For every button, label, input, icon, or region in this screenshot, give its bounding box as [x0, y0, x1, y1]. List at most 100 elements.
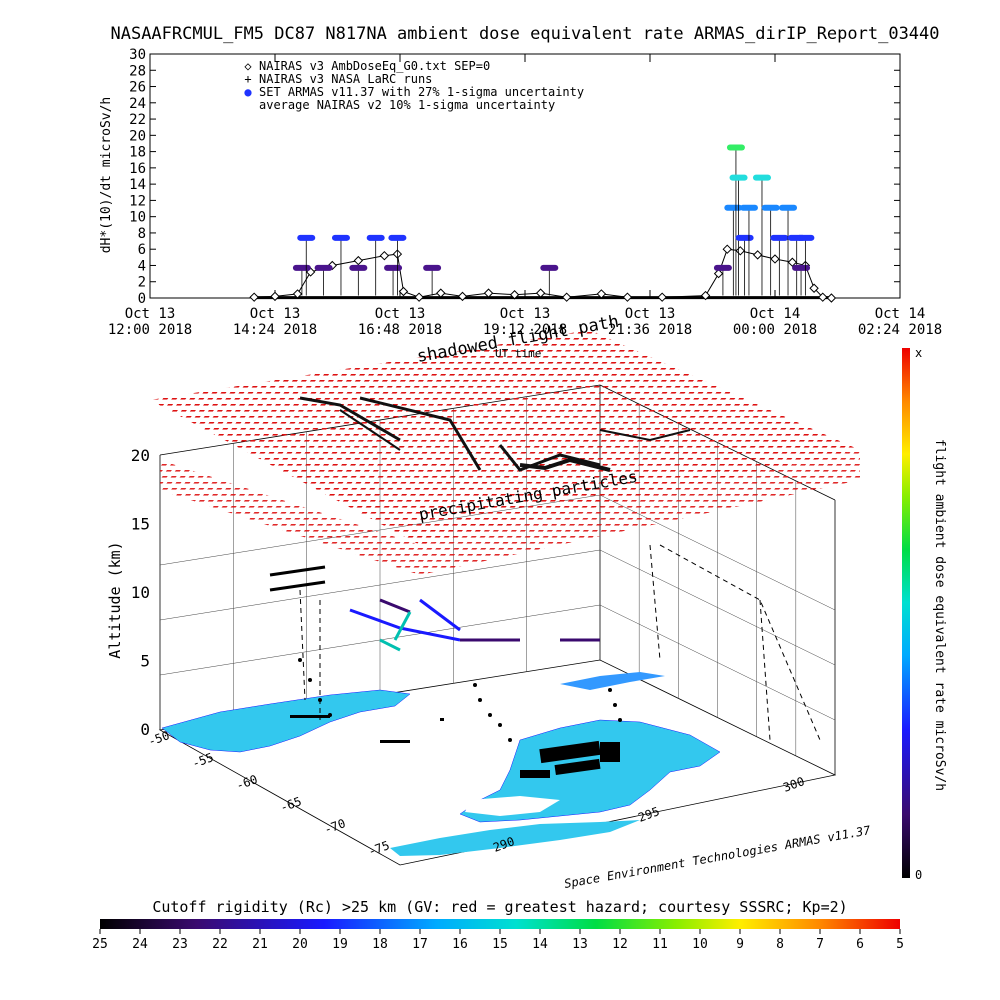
x-tick-label-line2: 19:12 2018 [483, 322, 567, 338]
nairas-point [818, 292, 828, 302]
cutoff-tick-label: 12 [612, 937, 628, 952]
armas-point [729, 174, 748, 181]
cutoff-rigidity-scale: Cutoff rigidity (Rc) >25 km (GV: red = g… [92, 898, 904, 952]
armas-point [796, 234, 815, 241]
armas-point [388, 234, 407, 241]
cutoff-tick-label: 15 [492, 937, 508, 952]
x-tick-label-line2: 21:36 2018 [608, 322, 692, 338]
legend: ◇ NAIRAS v3 AmbDoseEq_G0.txt SEP=0 + NAIRAS… [244, 59, 584, 112]
latitude-tick-label: -55 [190, 750, 215, 771]
nairas-point [752, 250, 763, 260]
cutoff-tick-label: 8 [776, 937, 784, 952]
x-tick-label-line1: Oct 14 [875, 306, 926, 322]
y-tick-label: 4 [138, 258, 146, 274]
nairas-point [657, 292, 667, 302]
cutoff-tick-label: 17 [412, 937, 428, 952]
grid-line [599, 549, 836, 666]
armas-point [761, 204, 780, 211]
latitude-tick-label: -75 [366, 838, 391, 859]
altitude-tick-label: 15 [131, 515, 150, 534]
land-mass [390, 820, 640, 856]
cutoff-scale-title: Cutoff rigidity (Rc) >25 km (GV: red = g… [152, 898, 847, 916]
cutoff-tick-label: 22 [212, 937, 228, 952]
cutoff-tick-label: 24 [132, 937, 148, 952]
x-tick-label-line2: 02:24 2018 [858, 322, 942, 338]
latitude-tick-label: -70 [322, 816, 347, 837]
nairas-point [596, 289, 607, 299]
y-tick-label: 24 [129, 96, 146, 112]
cutoff-tick-label: 25 [92, 937, 108, 952]
x-tick-label-line1: Oct 13 [625, 306, 676, 322]
cutoff-scale-ticks: 25 24 23 22 21 20 19 18 17 16 15 14 13 12 11 10 9 8 7 6 5 [92, 929, 904, 952]
armas-point [713, 264, 732, 271]
dose-colorbar: x 0 flight ambient dose equivalent rate … [902, 346, 947, 882]
cutoff-tick-label: 21 [252, 937, 268, 952]
cutoff-tick-label: 10 [692, 937, 708, 952]
nairas-point [353, 255, 364, 266]
longitude-tick-label: 295 [636, 804, 661, 825]
armas-point [349, 264, 368, 271]
legend-label: NAIRAS v3 AmbDoseEq_G0.txt SEP=0 [259, 59, 490, 73]
annotation-ut-time: UT time [495, 347, 541, 360]
nairas-point [379, 250, 390, 261]
y-tick-label: 14 [129, 177, 146, 193]
series-layer [249, 144, 837, 303]
nairas-point [535, 288, 546, 298]
nairas-point [457, 291, 468, 302]
longitude-tick-label: 290 [491, 834, 516, 855]
shadowed-flight-path [299, 396, 691, 472]
colorbar-gradient [902, 348, 910, 878]
nairas-point [436, 288, 446, 298]
altitude-axis-label: Altitude (km) [106, 541, 124, 658]
armas-point [540, 264, 559, 271]
armas-point [314, 264, 333, 271]
armas-point [739, 204, 758, 211]
altitude-ticks: 0 5 10 15 20 [131, 446, 150, 739]
nairas-point [713, 268, 724, 279]
nairas-point [622, 292, 633, 302]
cutoff-tick-label: 19 [332, 937, 348, 952]
cutoff-tick-label: 23 [172, 937, 188, 952]
y-tick-label: 16 [129, 161, 146, 177]
armas-point [423, 264, 442, 271]
x-tick-label-line1: Oct 13 [125, 306, 176, 322]
cutoff-tick-label: 16 [452, 937, 468, 952]
y-tick-label: 0 [138, 291, 146, 307]
nairas-point [292, 289, 303, 299]
nairas-point [826, 293, 837, 303]
armas-point [292, 264, 311, 271]
armas-point [726, 144, 745, 151]
y-tick-label: 2 [138, 275, 146, 291]
nairas-point [700, 290, 711, 301]
latitude-tick-label: -60 [234, 772, 259, 793]
legend-label: SET ARMAS v11.37 with 27% 1-sigma uncert… [259, 85, 584, 99]
cutoff-tick-label: 5 [896, 937, 904, 952]
legend-label: NAIRAS v3 NASA LaRC runs [259, 72, 432, 86]
nairas-point [270, 291, 280, 302]
cutoff-tick-label: 9 [736, 937, 744, 952]
grid-line [599, 604, 836, 721]
colorbar-title: flight ambient dose equivalent rate micr… [932, 439, 947, 791]
y-tick-label: 20 [129, 128, 146, 144]
credit-text: Space Environment Technologies ARMAS v11… [563, 823, 872, 891]
armas-point [792, 264, 811, 271]
nairas-point [561, 292, 572, 302]
precipitating-particles-sheet [150, 330, 860, 545]
y-tick-label: 10 [129, 210, 146, 226]
nairas-point [809, 283, 819, 293]
colorbar-top-label: x [915, 346, 922, 360]
x-tick-label-line1: Oct 13 [500, 306, 551, 322]
legend-symbol: ● [244, 85, 252, 99]
nairas-point [722, 244, 732, 254]
y-tick-label: 6 [138, 242, 146, 258]
precipitating-particles-sheet [160, 460, 420, 575]
grid-line [159, 549, 601, 621]
x-tick-label-line2: 00:00 2018 [733, 322, 817, 338]
y-tick-label: 8 [138, 226, 146, 242]
y-tick-label: 12 [129, 193, 146, 209]
latitude-ticks: -50 -55 -60 -65 -70 -75 [146, 728, 391, 859]
